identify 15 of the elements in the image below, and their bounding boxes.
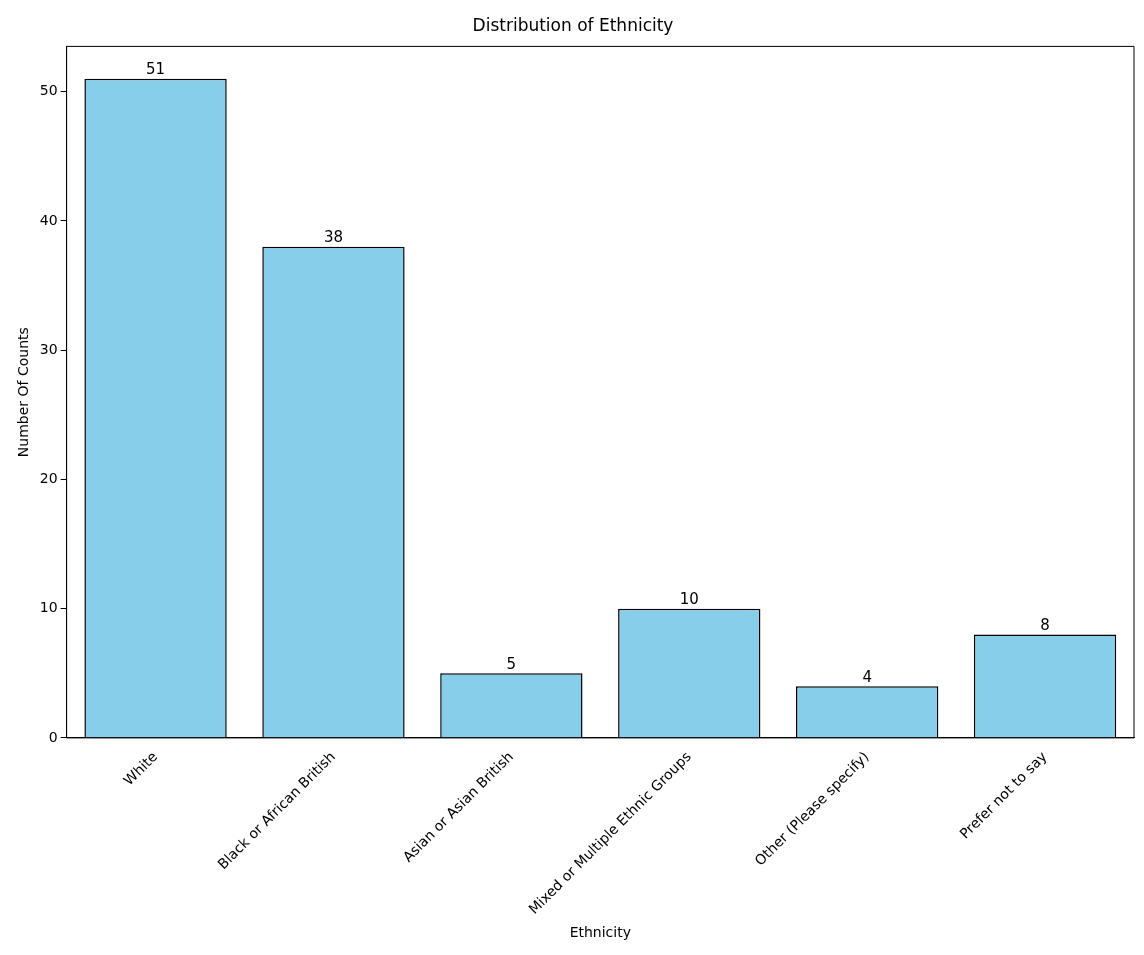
chart-title: Distribution of Ethnicity <box>472 14 674 35</box>
data-label: 38 <box>323 228 344 247</box>
data-label: 4 <box>862 667 872 686</box>
data-label: 10 <box>679 590 699 609</box>
x-axis-title: Ethnicity <box>569 924 631 941</box>
y-tick-label: 40 <box>39 211 58 228</box>
y-tick-label: 50 <box>39 82 58 99</box>
y-axis-title: Number Of Counts <box>15 327 32 458</box>
data-label: 8 <box>1040 615 1050 634</box>
y-tick-label: 20 <box>39 470 58 487</box>
y-tick-label: 0 <box>48 728 58 745</box>
data-label: 51 <box>146 60 166 79</box>
y-tick-label: 10 <box>39 599 58 616</box>
y-tick-label: 30 <box>39 340 58 357</box>
data-label: 5 <box>506 654 517 673</box>
